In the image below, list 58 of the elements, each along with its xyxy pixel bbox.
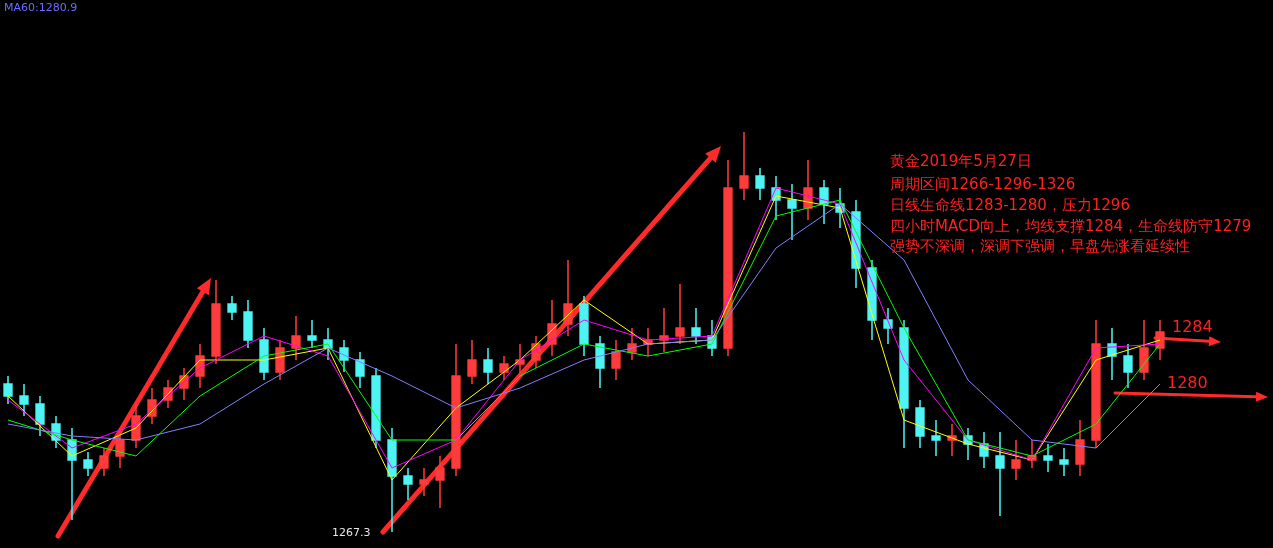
annotation: 四小时MACD向上，均线支撑1284，生命线防守1279 bbox=[890, 217, 1252, 235]
candlestick bbox=[435, 455, 445, 509]
candlestick bbox=[35, 395, 45, 437]
candlestick bbox=[787, 183, 797, 241]
candlestick bbox=[995, 431, 1005, 517]
candlestick bbox=[499, 355, 509, 381]
candlestick bbox=[483, 347, 493, 385]
candlestick bbox=[339, 339, 349, 373]
candlestick bbox=[1091, 319, 1101, 449]
candlestick bbox=[1059, 447, 1069, 477]
candlestick bbox=[1075, 419, 1085, 477]
candlestick bbox=[467, 339, 477, 385]
candlestick bbox=[115, 427, 125, 469]
candlestick bbox=[211, 279, 221, 365]
candlestick bbox=[19, 383, 29, 417]
annotation: 黄金2019年5月27日 bbox=[890, 152, 1032, 170]
annotation: 1280 bbox=[1167, 373, 1208, 392]
candlestick bbox=[883, 307, 893, 345]
candlestick bbox=[899, 319, 909, 449]
candlestick bbox=[675, 283, 685, 345]
candlestick bbox=[739, 131, 749, 201]
candlestick bbox=[755, 167, 765, 201]
candlestick bbox=[291, 315, 301, 361]
annotation: 日线生命线1283-1280，压力1296 bbox=[890, 196, 1130, 214]
candlestick bbox=[403, 467, 413, 501]
candlestick bbox=[227, 295, 237, 321]
candlestick bbox=[579, 295, 589, 357]
annotation: 周期区间1266-1296-1326 bbox=[890, 175, 1076, 193]
candlestick bbox=[1123, 343, 1133, 389]
annotation: 1267.3 bbox=[332, 526, 371, 539]
candlestick bbox=[371, 367, 381, 449]
candlestick bbox=[67, 427, 77, 521]
candlestick bbox=[1139, 319, 1149, 381]
candlestick bbox=[563, 259, 573, 337]
candlestick bbox=[819, 179, 829, 225]
candlestick bbox=[419, 467, 429, 497]
candlestick bbox=[691, 307, 701, 345]
candlestick bbox=[243, 299, 253, 349]
candlestick bbox=[355, 351, 365, 389]
text: 1284 bbox=[1172, 317, 1213, 336]
candlestick bbox=[99, 447, 109, 477]
candlestick bbox=[259, 327, 269, 381]
candlestick bbox=[451, 343, 461, 477]
candlestick bbox=[595, 335, 605, 389]
candlestick bbox=[1011, 439, 1021, 481]
annotation: 强势不深调，深调下强调，早盘先涨看延续性 bbox=[890, 237, 1190, 255]
candlestick bbox=[1043, 443, 1053, 473]
candlestick bbox=[307, 319, 317, 349]
candlestick bbox=[931, 419, 941, 457]
text: MA60:1280.9 bbox=[4, 1, 78, 14]
candlestick bbox=[611, 339, 621, 381]
candlestick bbox=[275, 339, 285, 381]
candlestick bbox=[323, 327, 333, 361]
candlestick bbox=[83, 451, 93, 477]
candlestick bbox=[915, 399, 925, 449]
candlestick bbox=[3, 375, 13, 405]
candlestick bbox=[723, 159, 733, 357]
candlestick bbox=[387, 427, 397, 533]
